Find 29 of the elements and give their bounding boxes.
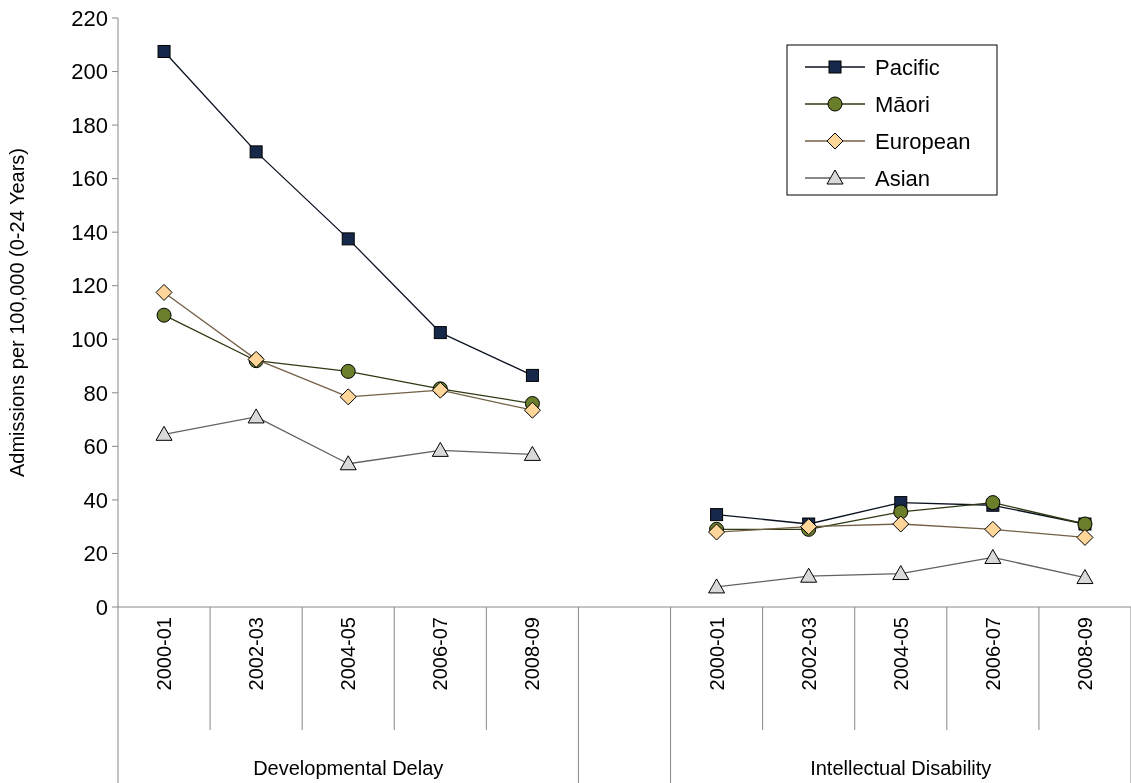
y-tick-label: 220 (71, 5, 108, 31)
y-tick-label: 160 (71, 166, 108, 192)
y-tick-label: 100 (71, 326, 108, 352)
legend-label: Asian (875, 165, 931, 191)
x-tick-label: 2008-09 (521, 617, 544, 691)
x-tick-label: 2004-05 (337, 617, 360, 691)
y-tick-label: 180 (71, 112, 108, 138)
y-tick-label: 0 (95, 594, 108, 620)
text: Developmental Delay (253, 757, 444, 779)
y-tick-label: 120 (71, 273, 108, 299)
text: Intellectual Disability (810, 757, 992, 779)
x-tick-label: 2006-07 (981, 617, 1004, 691)
x-tick-label: 2004-05 (889, 617, 912, 691)
x-tick-label: 2000-01 (153, 617, 176, 691)
legend-label: European (875, 128, 971, 154)
legend-label: Pacific (875, 54, 940, 80)
x-tick-label: 2006-07 (429, 617, 452, 691)
y-tick-label: 20 (83, 541, 108, 567)
x-tick-label: 2008-09 (1073, 617, 1096, 691)
x-tick-label: 2000-01 (705, 617, 728, 691)
legend-label: Māori (875, 91, 931, 117)
y-tick-label: 200 (71, 59, 108, 85)
y-tick-label: 80 (83, 380, 108, 406)
y-tick-label: 60 (83, 434, 108, 460)
y-axis-title: Admissions per 100,000 (0-24 Years) (6, 147, 28, 478)
x-tick-label: 2002-03 (797, 617, 820, 691)
x-tick-label: 2002-03 (245, 617, 268, 691)
y-tick-label: 40 (83, 487, 108, 513)
y-tick-label: 140 (71, 219, 108, 245)
